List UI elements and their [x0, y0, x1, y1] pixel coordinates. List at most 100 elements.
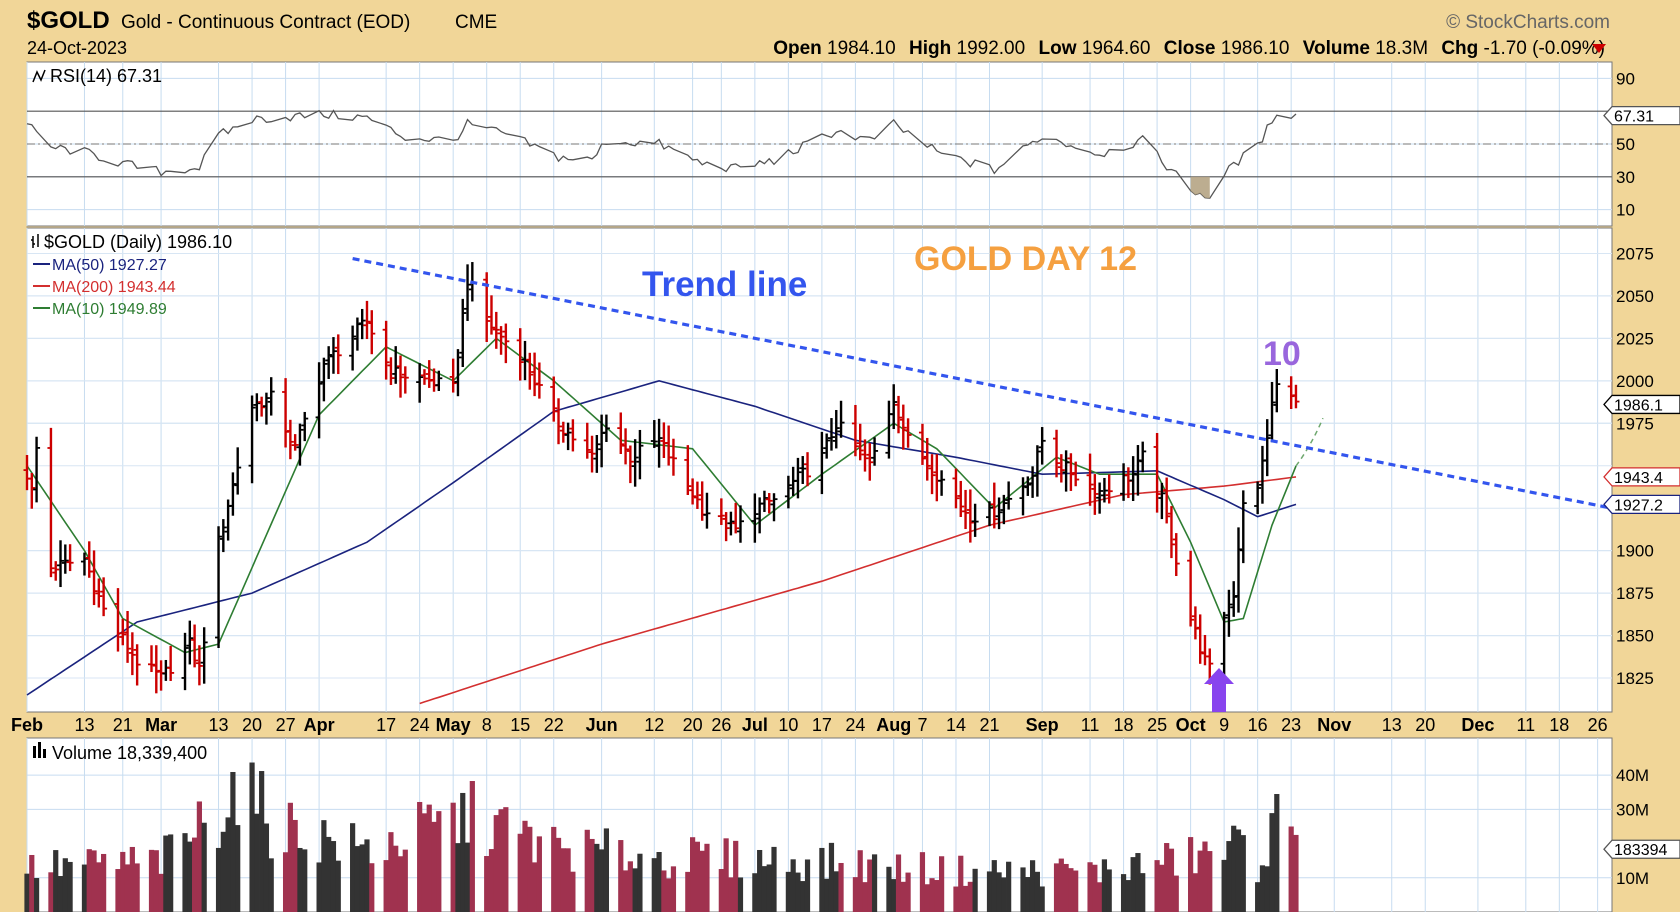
chg-value: -1.70 (-0.09%)	[1484, 38, 1605, 59]
volume-bar	[1159, 864, 1165, 912]
ohlc-bar	[655, 418, 663, 468]
x-tick-label: 13	[74, 715, 94, 735]
volume-bar	[263, 823, 270, 912]
price-tick-label: 1850	[1616, 627, 1654, 646]
ohlc-bar	[765, 493, 773, 514]
ohlc-bar	[401, 366, 409, 394]
ohlc-bar	[1153, 432, 1161, 513]
ohlc-bar	[617, 412, 625, 455]
volume-bar	[287, 802, 293, 912]
volume-bar	[1164, 843, 1170, 912]
volume-bar	[1240, 835, 1246, 912]
volume-bar	[953, 886, 959, 912]
volume-bar	[91, 850, 97, 912]
ohlc-bar	[827, 418, 835, 451]
ohlc-bar	[1033, 445, 1041, 497]
volume-bar	[1226, 841, 1232, 912]
volume-bar	[282, 852, 289, 912]
volume-bar	[1034, 871, 1040, 912]
ohlc-bar	[1072, 461, 1080, 487]
volume-bar	[1202, 841, 1208, 912]
ohlc-bar	[61, 544, 69, 574]
low-arrow-icon	[1204, 668, 1234, 712]
ohlc-bar	[971, 503, 979, 537]
x-tick-label: Jul	[742, 715, 768, 735]
volume-bar	[455, 843, 461, 912]
ohlc-bar	[420, 369, 428, 385]
ohlc-bar	[1096, 482, 1104, 514]
volume-bar	[201, 822, 207, 912]
ohlc-bar	[1234, 527, 1242, 613]
ohlc-bar	[363, 300, 371, 340]
volume-bar	[302, 849, 308, 912]
ohlc-bar	[866, 443, 874, 481]
ohlc-bar	[119, 618, 127, 646]
volume-bar	[1068, 868, 1074, 912]
volume-bar	[1053, 863, 1060, 912]
volume-bar	[1173, 875, 1179, 912]
ohlc-bar	[52, 561, 60, 581]
volume-bar	[163, 835, 169, 912]
x-tick-label: Mar	[145, 715, 177, 735]
x-tick-label: 24	[845, 715, 865, 735]
volume-bar	[670, 866, 677, 912]
volume-bar	[1120, 874, 1127, 912]
volume-bar	[699, 850, 705, 912]
ohlc-bar	[1163, 477, 1171, 524]
volume-bar	[704, 843, 710, 912]
volume-bar	[215, 847, 222, 912]
ohlc-bar	[823, 433, 831, 459]
ohlc-bar	[904, 418, 912, 448]
chart-header: $GOLD Gold - Continuous Contract (EOD) C…	[27, 7, 1610, 59]
x-tick-label: 13	[209, 715, 229, 735]
volume-bar	[962, 885, 969, 912]
rsi-current-tag: 67.31	[1614, 109, 1654, 126]
ohlc-bar	[832, 409, 840, 449]
price-tag-0-box	[1603, 394, 1680, 415]
volume-title: Volume 18,339,400	[33, 742, 207, 763]
ohlc-bar	[262, 392, 270, 425]
x-tick-label: Sep	[1026, 715, 1059, 735]
ohlc-bar	[1062, 450, 1070, 492]
volume-bar	[905, 872, 911, 912]
ohlc-bar	[760, 490, 768, 512]
ohlc-bar	[1038, 427, 1046, 465]
ohlc-bar	[1100, 477, 1108, 503]
ohlc-bar	[502, 323, 510, 364]
volume-bar	[752, 873, 758, 912]
volume-bar	[316, 862, 322, 912]
volume-bar	[359, 844, 365, 912]
ohlc-bar	[100, 577, 108, 617]
volume-bar	[1001, 877, 1007, 912]
x-tick-label: 7	[917, 715, 927, 735]
ohlc-bar	[550, 376, 558, 422]
volume-bar	[589, 838, 595, 912]
volume-bar	[153, 850, 159, 912]
volume-bar	[421, 813, 428, 912]
ohlc-bar	[1053, 429, 1061, 478]
ohlc-bar	[732, 502, 740, 534]
ohlc-bar	[301, 411, 309, 442]
instrument-name: Gold - Continuous Contract (EOD)	[121, 12, 410, 33]
ohlc-bar	[1196, 614, 1204, 664]
volume-bar	[929, 878, 935, 912]
volume-bar	[685, 871, 691, 912]
ohlc-bar	[938, 470, 946, 496]
volume-bar	[718, 869, 724, 912]
volume-tick-label: 40M	[1616, 766, 1649, 785]
price-tick-label: 2075	[1616, 244, 1654, 263]
volume-bar	[924, 884, 930, 912]
trend-line-annotation: Trend line	[642, 265, 807, 304]
ma10-line	[26, 337, 1297, 654]
rsi-icon	[32, 69, 46, 83]
volume-bar	[1168, 848, 1175, 912]
ohlc-bar	[315, 362, 323, 439]
x-tick-label: 20	[242, 715, 262, 735]
volume-bar	[766, 864, 772, 912]
ohlc-bar	[114, 588, 122, 652]
x-tick-label: 27	[276, 715, 296, 735]
ohlc-bar	[952, 468, 960, 509]
volume-bar	[632, 868, 638, 912]
volume-bar	[584, 829, 590, 912]
ohlc-bar	[856, 423, 864, 461]
